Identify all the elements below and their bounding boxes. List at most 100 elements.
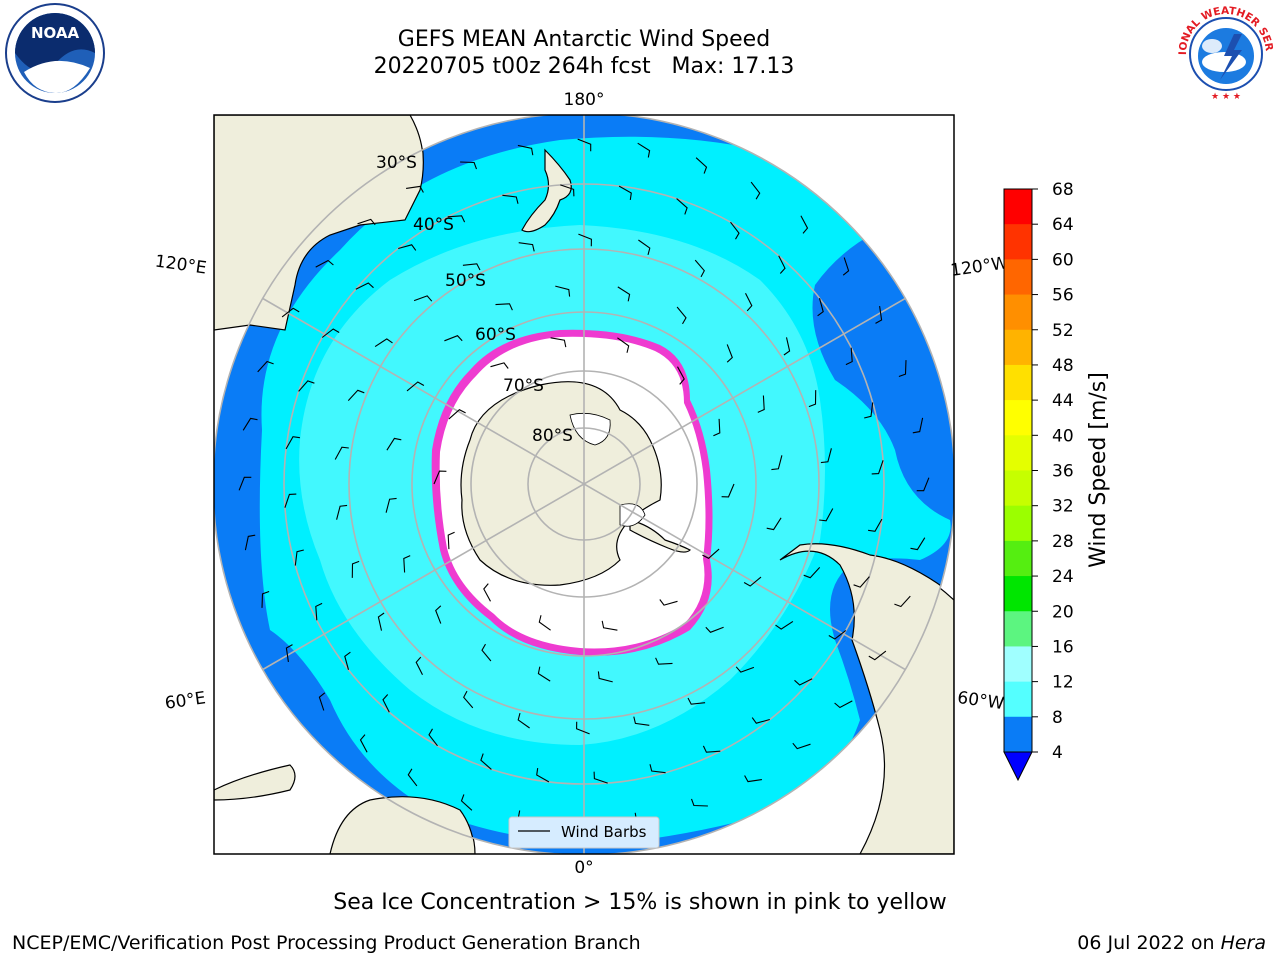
wind-barb — [344, 651, 351, 670]
colorbar-tick-label: 68 — [1052, 180, 1074, 200]
chart-subtitle: 20220705 t00z 264h fcst Max: 17.13 — [373, 54, 795, 79]
wind-barb — [374, 338, 393, 348]
wind-barb — [428, 728, 438, 747]
colorbar-segment — [1004, 716, 1032, 752]
wind-barb — [868, 518, 883, 532]
wind-barb — [618, 185, 632, 200]
wind-barb — [778, 255, 786, 274]
nws-logo: NATIONAL WEATHER SERVICE ★ ★ ★ — [1172, 0, 1276, 104]
wind-barb — [702, 548, 720, 559]
wind-barb — [794, 678, 813, 686]
wind-barb — [406, 381, 425, 392]
wind-barb — [463, 690, 474, 709]
wind-barb — [398, 244, 417, 251]
colorbar-segment — [1004, 681, 1032, 718]
wind-barb — [495, 303, 513, 311]
wind-barb — [460, 161, 478, 170]
wind-barb — [336, 504, 348, 520]
wind-barb — [676, 306, 687, 325]
parallel-label-50s: 50°S — [445, 271, 486, 291]
wind-barb — [792, 742, 811, 750]
wind-barb — [649, 764, 666, 774]
wind-barb — [702, 745, 721, 753]
wind-barb — [448, 409, 466, 420]
colorbar-segment — [1004, 470, 1032, 507]
wind-barb — [538, 615, 551, 631]
wind-barb — [444, 335, 463, 342]
wind-barb — [743, 576, 762, 587]
wind-barb — [757, 395, 765, 413]
wind-barb — [483, 583, 491, 602]
wind-barb — [694, 259, 705, 278]
wind-barb — [517, 144, 534, 156]
footer-right: 06 Jul 2022 on Hera — [1077, 932, 1266, 954]
colorbar-segment — [1004, 400, 1032, 436]
wind-barb — [868, 650, 887, 661]
wind-barb — [576, 721, 590, 735]
colorbar-segment — [1004, 540, 1032, 577]
wind-barb — [828, 630, 847, 640]
wind-barb — [912, 417, 924, 434]
wind-barb — [750, 181, 761, 200]
wind-barb — [744, 775, 762, 783]
wind-barb — [775, 620, 794, 630]
wind-barb — [853, 576, 870, 588]
colorbar-tick-label: 4 — [1052, 743, 1063, 763]
colorbar-segment — [1004, 505, 1032, 542]
wind-barb — [817, 298, 824, 317]
wind-barb — [462, 263, 481, 271]
wind-barb — [597, 671, 613, 683]
wind-barb — [244, 534, 256, 551]
wind-barb — [435, 605, 442, 624]
colorbar-tick-label: 32 — [1052, 497, 1074, 517]
wind-barb — [705, 626, 724, 633]
wind-barb — [834, 700, 853, 709]
wind-barb — [677, 366, 685, 385]
wind-barb — [415, 656, 423, 676]
wind-barb — [735, 666, 755, 673]
footer-left: NCEP/EMC/Verification Post Processing Pr… — [12, 932, 641, 954]
wind-barb — [894, 595, 911, 608]
meridian-label-180: 180° — [564, 90, 605, 110]
wind-barb — [480, 753, 492, 770]
wind-barb — [518, 242, 535, 252]
wind-barb — [284, 493, 297, 508]
wind-barb — [633, 716, 650, 726]
colorbar-tick-label: 16 — [1052, 637, 1074, 657]
colorbar-tick-label: 28 — [1052, 532, 1074, 552]
map-legend: Wind Barbs — [508, 816, 660, 849]
wind-barb — [898, 360, 907, 378]
wind-barb — [481, 643, 492, 662]
svg-text:★ ★ ★: ★ ★ ★ — [1211, 92, 1241, 102]
chart-title: GEFS MEAN Antarctic Wind Speed — [397, 27, 771, 52]
colorbar-label: Wind Speed [m/s] — [1086, 372, 1111, 568]
footer-machine: Hera — [1220, 932, 1266, 954]
colorbar-segment — [1004, 329, 1032, 366]
wind-barb — [447, 531, 455, 550]
colorbar-tick-label: 44 — [1052, 391, 1074, 411]
colorbar-extend — [1003, 751, 1033, 782]
wind-barb — [281, 307, 300, 318]
wind-barb — [294, 549, 304, 566]
wind-barb — [819, 508, 834, 522]
colorbar-tick-label: 56 — [1052, 286, 1074, 306]
noaa-logo-text: NOAA — [31, 24, 80, 42]
wind-barb — [751, 717, 770, 724]
wind-barb — [676, 198, 688, 215]
wind-barb — [355, 282, 374, 290]
meridian-label-120e: 120°E — [154, 252, 208, 279]
wind-barb — [593, 771, 608, 784]
wind-barb — [502, 194, 519, 204]
wind-barb — [766, 517, 782, 531]
wind-barb — [413, 295, 433, 302]
wind-barb — [433, 470, 447, 485]
wind-barb — [771, 455, 783, 471]
wind-barb — [334, 446, 349, 460]
wind-barb — [285, 436, 300, 450]
wind-barb — [659, 599, 678, 606]
wind-barb — [351, 560, 360, 578]
wind-barb — [357, 218, 376, 226]
wind-barb — [730, 221, 740, 240]
wind-barb — [490, 362, 509, 369]
